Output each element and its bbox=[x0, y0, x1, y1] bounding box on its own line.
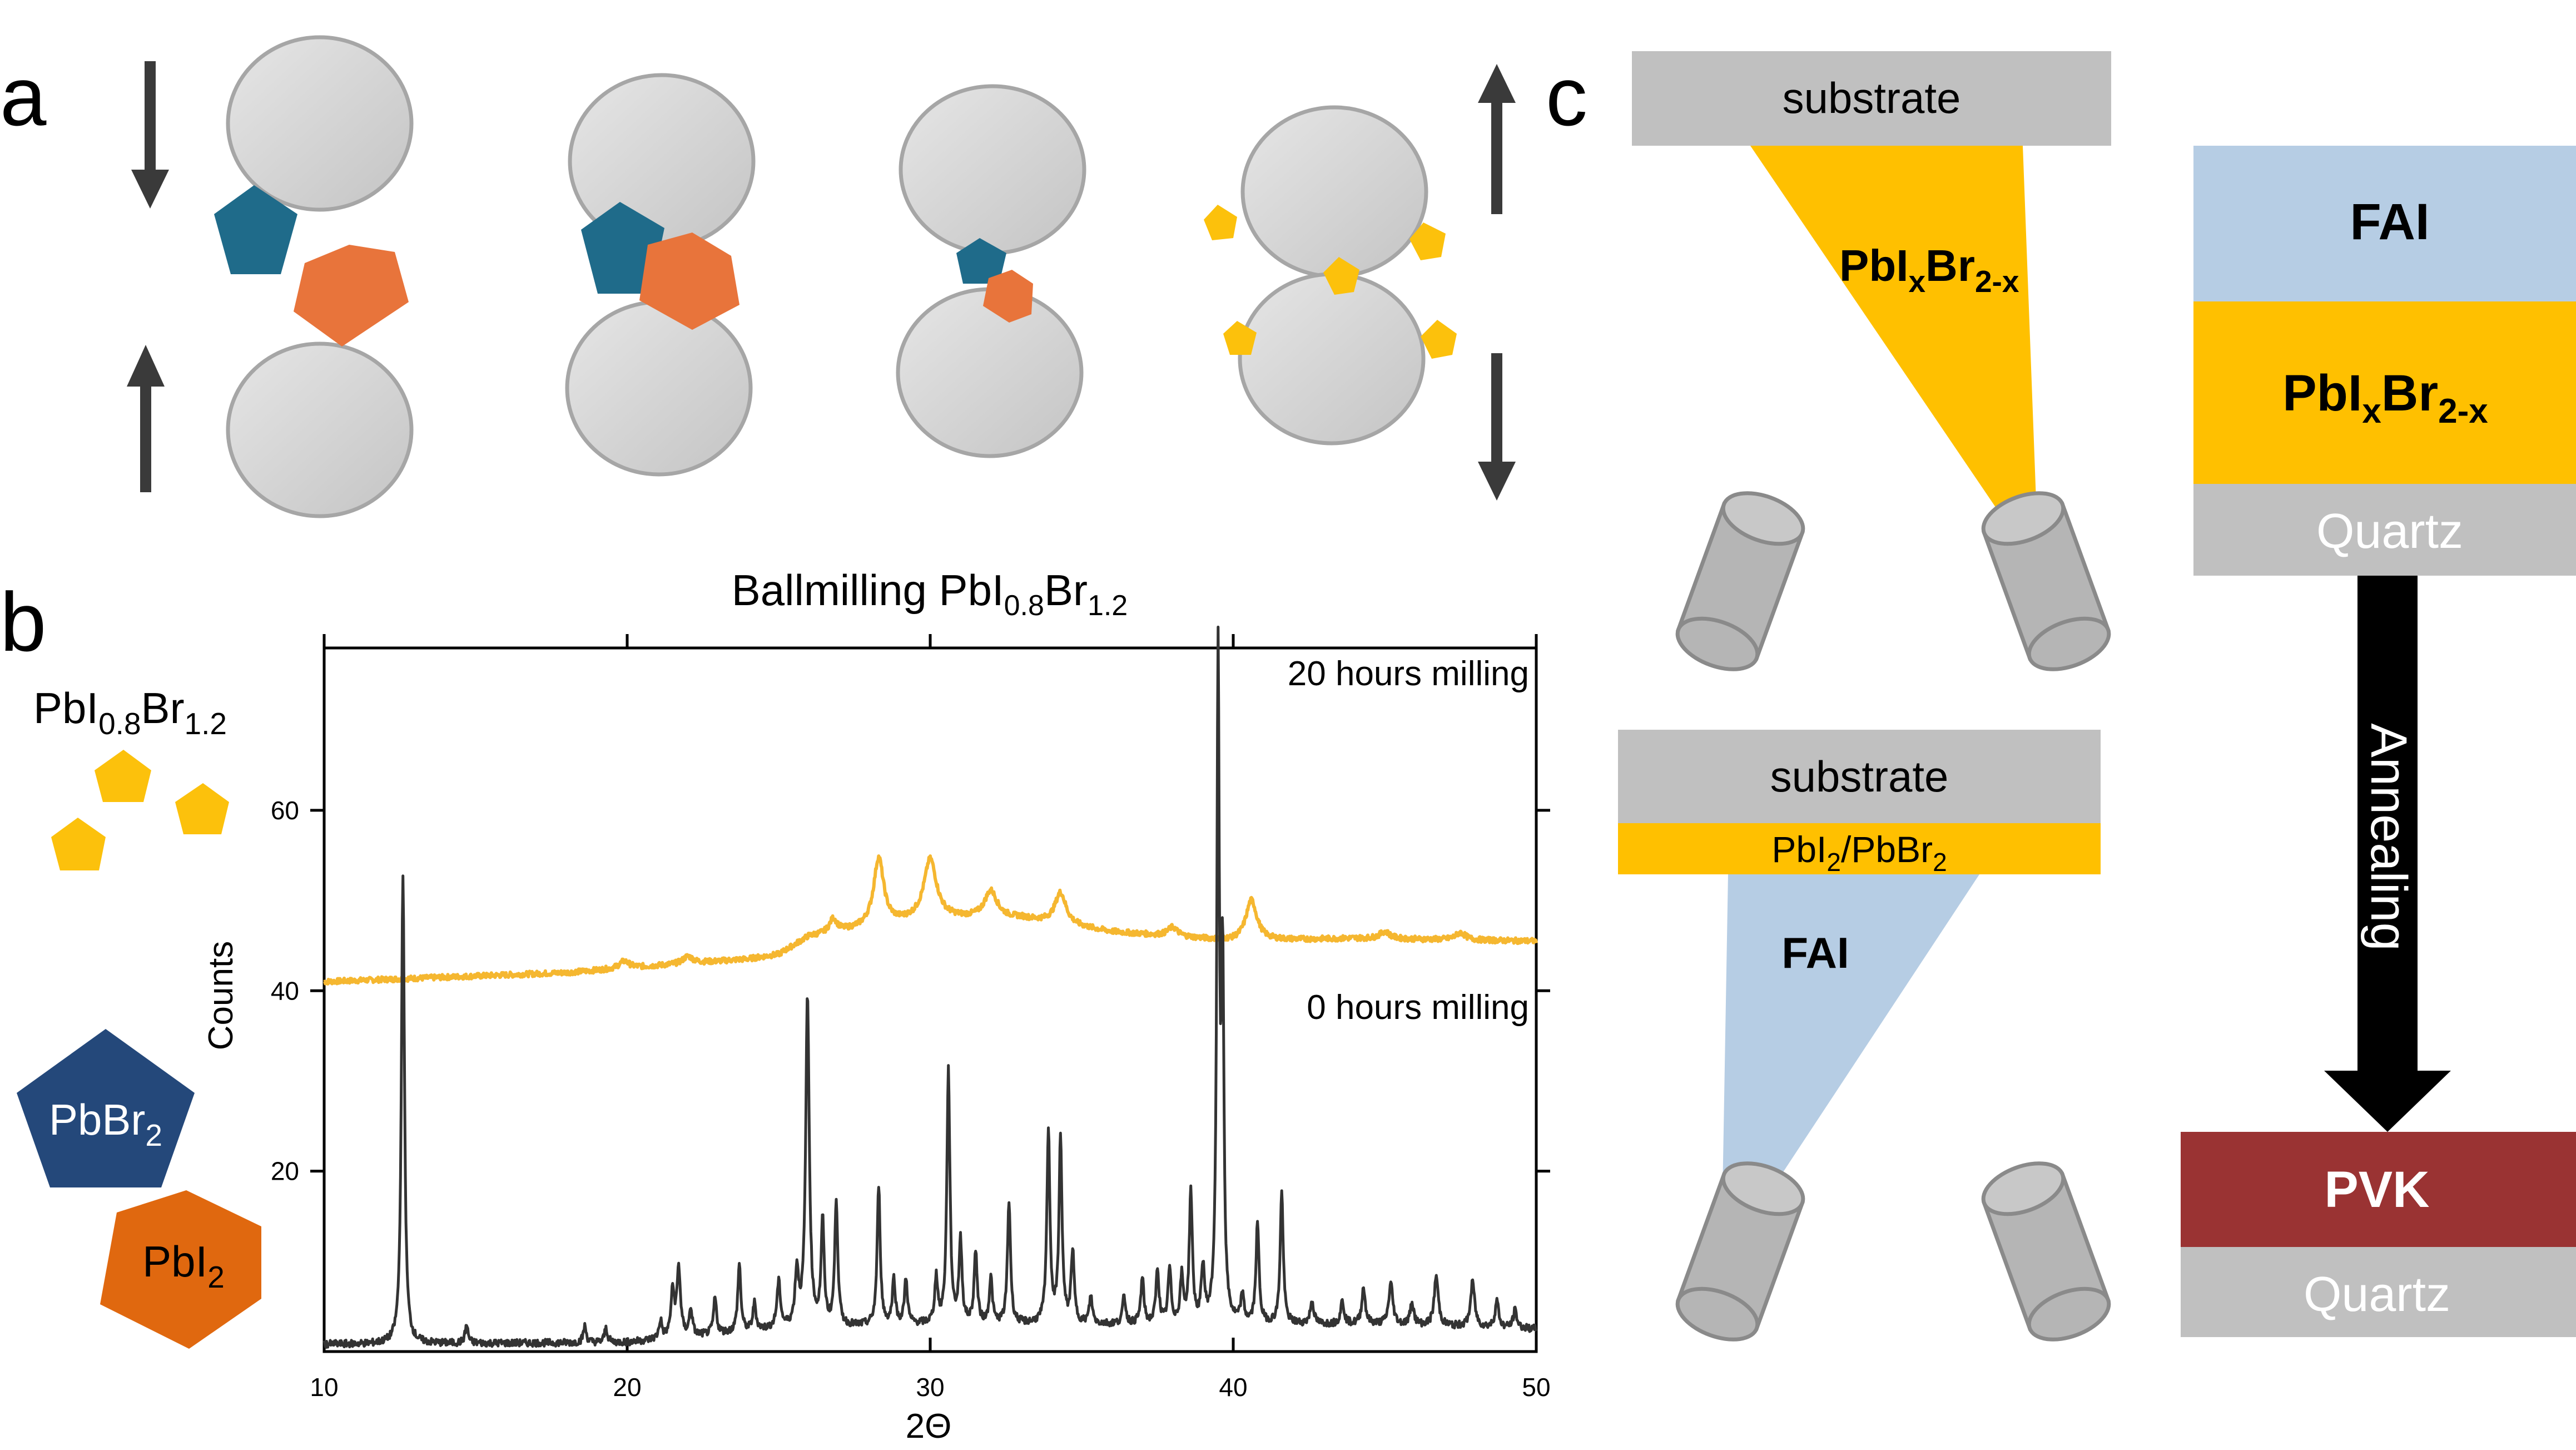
arrow-down-stage4 bbox=[1478, 353, 1516, 501]
svg-text:PbI2: PbI2 bbox=[142, 1237, 225, 1294]
ball-bottom-stage4 bbox=[1238, 272, 1426, 446]
substrate-bottom-label: substrate bbox=[1770, 752, 1949, 801]
stack-quartz-before bbox=[2193, 484, 2576, 576]
ball-top-stage3 bbox=[899, 84, 1086, 255]
chart-series bbox=[322, 625, 1538, 1349]
series-line-20h bbox=[323, 854, 1538, 986]
arrow-down-stage1 bbox=[131, 61, 169, 209]
legend-pbbr2: PbBr2 bbox=[17, 1029, 195, 1187]
ball-bottom-stage2 bbox=[565, 300, 753, 477]
stack-fai-label: FAI bbox=[2350, 194, 2429, 250]
stack-quartz-after bbox=[2181, 1247, 2576, 1337]
pbi2-particle-stage2 bbox=[639, 232, 739, 330]
x-axis-label: 2Θ bbox=[906, 1407, 952, 1446]
x-tick-label-3: 40 bbox=[1219, 1373, 1247, 1402]
evaporation-source-top-right bbox=[1981, 491, 2111, 671]
arrow-up-stage4 bbox=[1478, 64, 1516, 214]
panel-label-b: b bbox=[0, 575, 46, 669]
legend-yellow-particle-1 bbox=[95, 750, 151, 802]
yellow-particle-2 bbox=[1409, 222, 1446, 260]
pbbr2-particle-stage3 bbox=[956, 238, 1006, 284]
evaporation-source-bottom-right bbox=[1981, 1161, 2111, 1342]
pbi2-pbbr2-layer bbox=[1618, 823, 2101, 874]
stack-pbixbr-label: PbIxBr2-x bbox=[2282, 365, 2488, 430]
stack-quartz-before-label: Quartz bbox=[2316, 503, 2463, 558]
chart-title: Ballmilling PbI0.8Br1.2 bbox=[732, 566, 1128, 622]
ball-bottom-stage3 bbox=[896, 287, 1084, 458]
pbbr2-particle-stage1 bbox=[214, 185, 297, 274]
y-tick-label-0: 20 bbox=[271, 1157, 299, 1186]
annotation-20h: 20 hours milling bbox=[1288, 655, 1529, 693]
top-beam-formula: PbIxBr2-x bbox=[1839, 241, 2019, 299]
fai-vapor-beam bbox=[1723, 874, 1979, 1193]
substrate-top-label: substrate bbox=[1783, 73, 1961, 122]
legend-pbi2: PbI2 bbox=[100, 1190, 261, 1349]
ball-top-stage4 bbox=[1240, 105, 1428, 279]
panel-label-c: c bbox=[1546, 50, 1587, 143]
pbbr2-particle-stage2 bbox=[581, 202, 664, 294]
pbi2-particle-stage3 bbox=[983, 270, 1033, 323]
x-tick-label-1: 20 bbox=[613, 1373, 641, 1402]
pbi2-particle-stage1 bbox=[294, 245, 409, 347]
annealing-arrow bbox=[2324, 576, 2451, 1132]
x-tick-label-2: 30 bbox=[916, 1373, 944, 1402]
pbi2-pbbr2-layer-label: PbI2/PbBr2 bbox=[1771, 829, 1947, 877]
stack-pbixbr-layer bbox=[2193, 301, 2576, 484]
stack-fai-layer bbox=[2193, 146, 2576, 301]
y-tick-label-1: 40 bbox=[271, 976, 299, 1005]
legend-yellow-particle-3 bbox=[51, 818, 106, 870]
panel-c: c substrate PbIxBr2-x substrate PbI2/PbB… bbox=[1546, 50, 2576, 1342]
y-axis-label: Counts bbox=[202, 941, 240, 1050]
stack-pvk-layer bbox=[2181, 1132, 2576, 1247]
legend-yellow-particle-2 bbox=[175, 783, 229, 834]
annotation-0h: 0 hours milling bbox=[1307, 988, 1529, 1027]
chart-ticks: 10 20 30 40 50 20 40 60 bbox=[271, 634, 1551, 1402]
y-tick-label-2: 60 bbox=[271, 796, 299, 825]
evaporation-source-bottom-left bbox=[1675, 1161, 1805, 1342]
ball-bottom-stage1 bbox=[226, 342, 414, 518]
panel-label-a: a bbox=[0, 50, 47, 143]
legend-mixed-formula: PbI0.8Br1.2 bbox=[33, 684, 227, 741]
x-tick-label-0: 10 bbox=[310, 1373, 338, 1402]
xrd-chart: Ballmilling PbI0.8Br1.2 2Θ Counts 20 hou… bbox=[202, 566, 1551, 1446]
evaporation-source-top-left bbox=[1675, 491, 1805, 671]
yellow-particle-3 bbox=[1323, 257, 1359, 295]
series-line-0h bbox=[322, 625, 1538, 1349]
substrate-bottom bbox=[1618, 730, 2101, 823]
x-tick-label-4: 50 bbox=[1522, 1373, 1550, 1402]
panel-a: a bbox=[0, 35, 1516, 518]
annealing-label: Annealing bbox=[2360, 723, 2417, 951]
ball-top-stage1 bbox=[226, 35, 414, 212]
panel-b: b PbI0.8Br1.2 PbBr2 PbI2 Ballmilling PbI… bbox=[0, 566, 1551, 1446]
substrate-top bbox=[1632, 51, 2111, 146]
arrow-up-stage1 bbox=[127, 345, 165, 492]
yellow-particle-1 bbox=[1204, 205, 1237, 240]
svg-text:PbBr2: PbBr2 bbox=[49, 1095, 162, 1152]
yellow-particle-4 bbox=[1223, 321, 1257, 355]
fai-beam-label: FAI bbox=[1781, 928, 1849, 977]
stack-quartz-after-label: Quartz bbox=[2304, 1266, 2450, 1322]
stack-pvk-label: PVK bbox=[2324, 1161, 2429, 1218]
pbixbr-vapor-beam bbox=[1750, 146, 2036, 514]
yellow-particle-5 bbox=[1421, 320, 1457, 359]
